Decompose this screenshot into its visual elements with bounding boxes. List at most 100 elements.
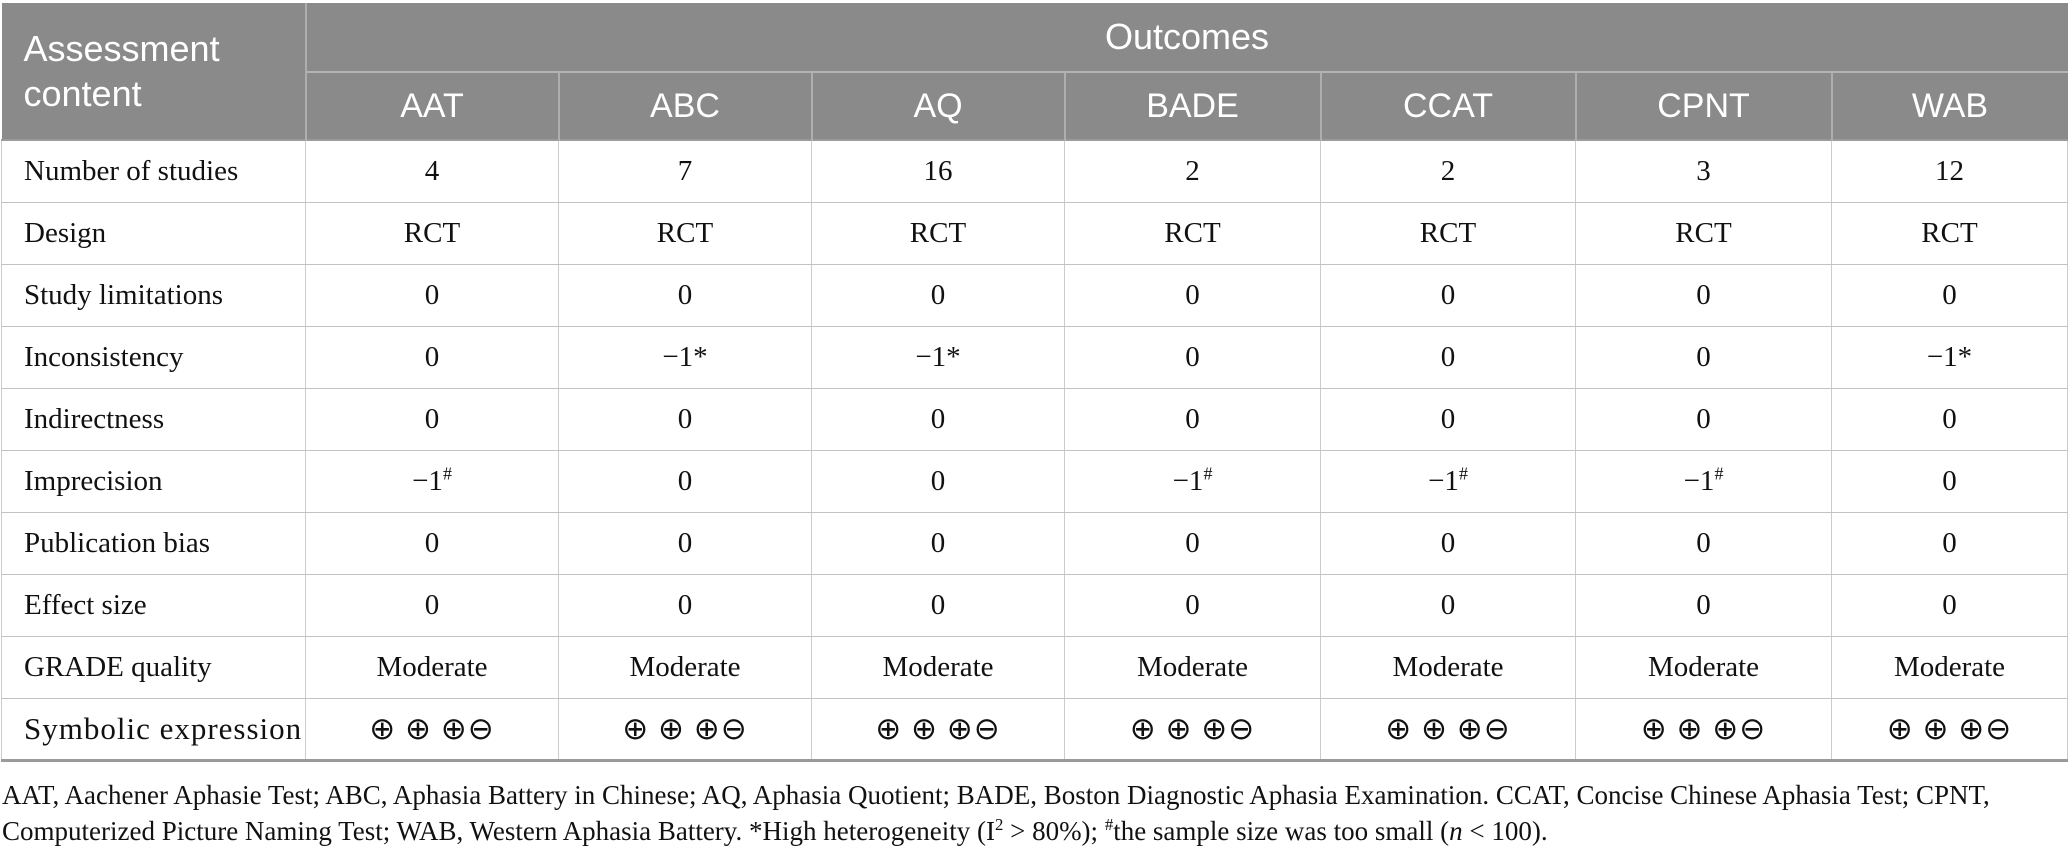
cell-value: 0 [305, 573, 559, 637]
table-row: Number of studies 4 7 16 2 2 3 12 [1, 139, 2068, 203]
cell-value: RCT [558, 201, 812, 265]
cell-value: 0 [811, 387, 1065, 451]
table-row: Design RCT RCT RCT RCT RCT RCT RCT [1, 201, 2068, 265]
column-header: CCAT [1319, 72, 1576, 140]
cell-value: 0 [1064, 511, 1321, 575]
column-header: ABC [557, 72, 812, 140]
footnote-segment: AAT, Aachener Aphasie Test; ABC, Aphasia… [2, 779, 1990, 846]
table-row: Indirectness 0 0 0 0 0 0 0 [1, 387, 2068, 451]
table-row: Symbolic expression ⊕ ⊕ ⊕⊖ ⊕ ⊕ ⊕⊖ ⊕ ⊕ ⊕⊖ ⊕ ⊕… [1, 697, 2068, 761]
cell-value: 0 [1575, 573, 1832, 637]
cell-value: ⊕ ⊕ ⊕⊖ [1830, 697, 2068, 761]
table-row: Imprecision −1# 0 0 −1# −1# −1# 0 [1, 449, 2068, 513]
cell-value: 0 [1064, 573, 1321, 637]
table-row: Study limitations 0 0 0 0 0 0 0 [1, 263, 2068, 327]
column-headers-row: AAT ABC AQ BADE CCAT CPNT WAB [2, 72, 2068, 140]
footnote-segment: < 100). [1462, 815, 1548, 846]
footnote-segment: 2 [994, 814, 1004, 834]
row-label: Study limitations [1, 263, 306, 327]
cell-superscript: # [1203, 462, 1213, 483]
cell-superscript: # [1458, 462, 1468, 483]
table-body: Number of studies 4 7 16 2 2 3 12 Design RCT RCT RC… [1, 139, 2068, 761]
cell-value: −1* [558, 325, 812, 389]
row-label: Design [1, 201, 306, 265]
cell-value: 0 [305, 511, 559, 575]
grade-assessment-table: Assessment content Outcomes AAT ABC AQ BADE… [1, 3, 2068, 762]
cell-value: ⊕ ⊕ ⊕⊖ [811, 697, 1065, 761]
cell-value: 0 [305, 387, 559, 451]
cell-value: 0 [1064, 325, 1321, 389]
cell-value: RCT [1064, 201, 1321, 265]
footnote-segment: the sample size was too small ( [1113, 815, 1450, 846]
cell-value: 2 [1320, 139, 1576, 203]
cell-value: 0 [811, 573, 1065, 637]
row-label: Imprecision [1, 449, 306, 513]
cell-value: −1# [1320, 449, 1576, 513]
row-label: Inconsistency [1, 325, 306, 389]
cell-value: Moderate [1830, 635, 2068, 699]
cell-value: 7 [558, 139, 812, 203]
cell-value: 0 [305, 263, 559, 327]
row-label: Symbolic expression [1, 697, 306, 761]
corner-header-assessment-content: Assessment content [1, 3, 307, 140]
column-header: CPNT [1574, 72, 1832, 140]
cell-value: 0 [1575, 511, 1832, 575]
cell-value: 0 [1830, 263, 2068, 327]
cell-value: ⊕ ⊕ ⊕⊖ [558, 697, 812, 761]
cell-value: −1* [1830, 325, 2068, 389]
cell-value: 0 [1320, 387, 1576, 451]
cell-value: Moderate [811, 635, 1065, 699]
cell-value: 0 [811, 449, 1065, 513]
cell-value: 16 [811, 139, 1065, 203]
cell-value: RCT [305, 201, 559, 265]
cell-value: Moderate [1575, 635, 1832, 699]
table-row: Effect size 0 0 0 0 0 0 0 [1, 573, 2068, 637]
table-row: GRADE quality Moderate Moderate Moderate Mod… [1, 635, 2068, 699]
footnote-segment: n [1449, 815, 1463, 846]
row-label: Publication bias [1, 511, 306, 575]
cell-value: 0 [1830, 573, 2068, 637]
cell-value: 0 [558, 263, 812, 327]
cell-value: 0 [558, 387, 812, 451]
cell-value: 0 [1064, 387, 1321, 451]
footnote-segment: # [1104, 814, 1114, 834]
cell-value: 0 [1830, 511, 2068, 575]
cell-value: RCT [1320, 201, 1576, 265]
cell-value: ⊕ ⊕ ⊕⊖ [1320, 697, 1576, 761]
cell-value: ⊕ ⊕ ⊕⊖ [1064, 697, 1321, 761]
cell-value: ⊕ ⊕ ⊕⊖ [305, 697, 559, 761]
cell-value: 0 [1320, 511, 1576, 575]
row-label: Number of studies [1, 139, 306, 203]
footnote-segment: > 80%); [1003, 815, 1105, 846]
cell-value: 3 [1575, 139, 1832, 203]
column-header: AQ [810, 72, 1065, 140]
cell-value: 0 [1575, 325, 1832, 389]
cell-value: 0 [811, 511, 1065, 575]
table-footnote: AAT, Aachener Aphasie Test; ABC, Aphasia… [2, 777, 2060, 849]
table-row: Inconsistency 0 −1* −1* 0 0 0 −1* [1, 325, 2068, 389]
cell-superscript: # [1714, 462, 1724, 483]
cell-value: 2 [1064, 139, 1321, 203]
cell-superscript: # [442, 462, 452, 483]
cell-value: −1* [811, 325, 1065, 389]
cell-value: 0 [1320, 263, 1576, 327]
cell-value: −1# [1064, 449, 1321, 513]
cell-value: 0 [1575, 387, 1832, 451]
cell-value: 0 [558, 449, 812, 513]
cell-value: 0 [1320, 573, 1576, 637]
column-header: WAB [1830, 72, 2068, 140]
cell-value: 0 [558, 573, 812, 637]
table-header: Assessment content Outcomes AAT ABC AQ BADE… [1, 3, 2068, 140]
cell-value: RCT [1575, 201, 1832, 265]
cell-value: 0 [1830, 449, 2068, 513]
cell-value: 0 [305, 325, 559, 389]
outcomes-header-row: Assessment content Outcomes [1, 3, 2068, 140]
cell-value: 4 [305, 139, 559, 203]
column-header: BADE [1063, 72, 1321, 140]
cell-value: 0 [1830, 387, 2068, 451]
row-label: Indirectness [1, 387, 306, 451]
column-header: AAT [305, 72, 559, 140]
cell-value: 0 [811, 263, 1065, 327]
row-label: GRADE quality [1, 635, 306, 699]
